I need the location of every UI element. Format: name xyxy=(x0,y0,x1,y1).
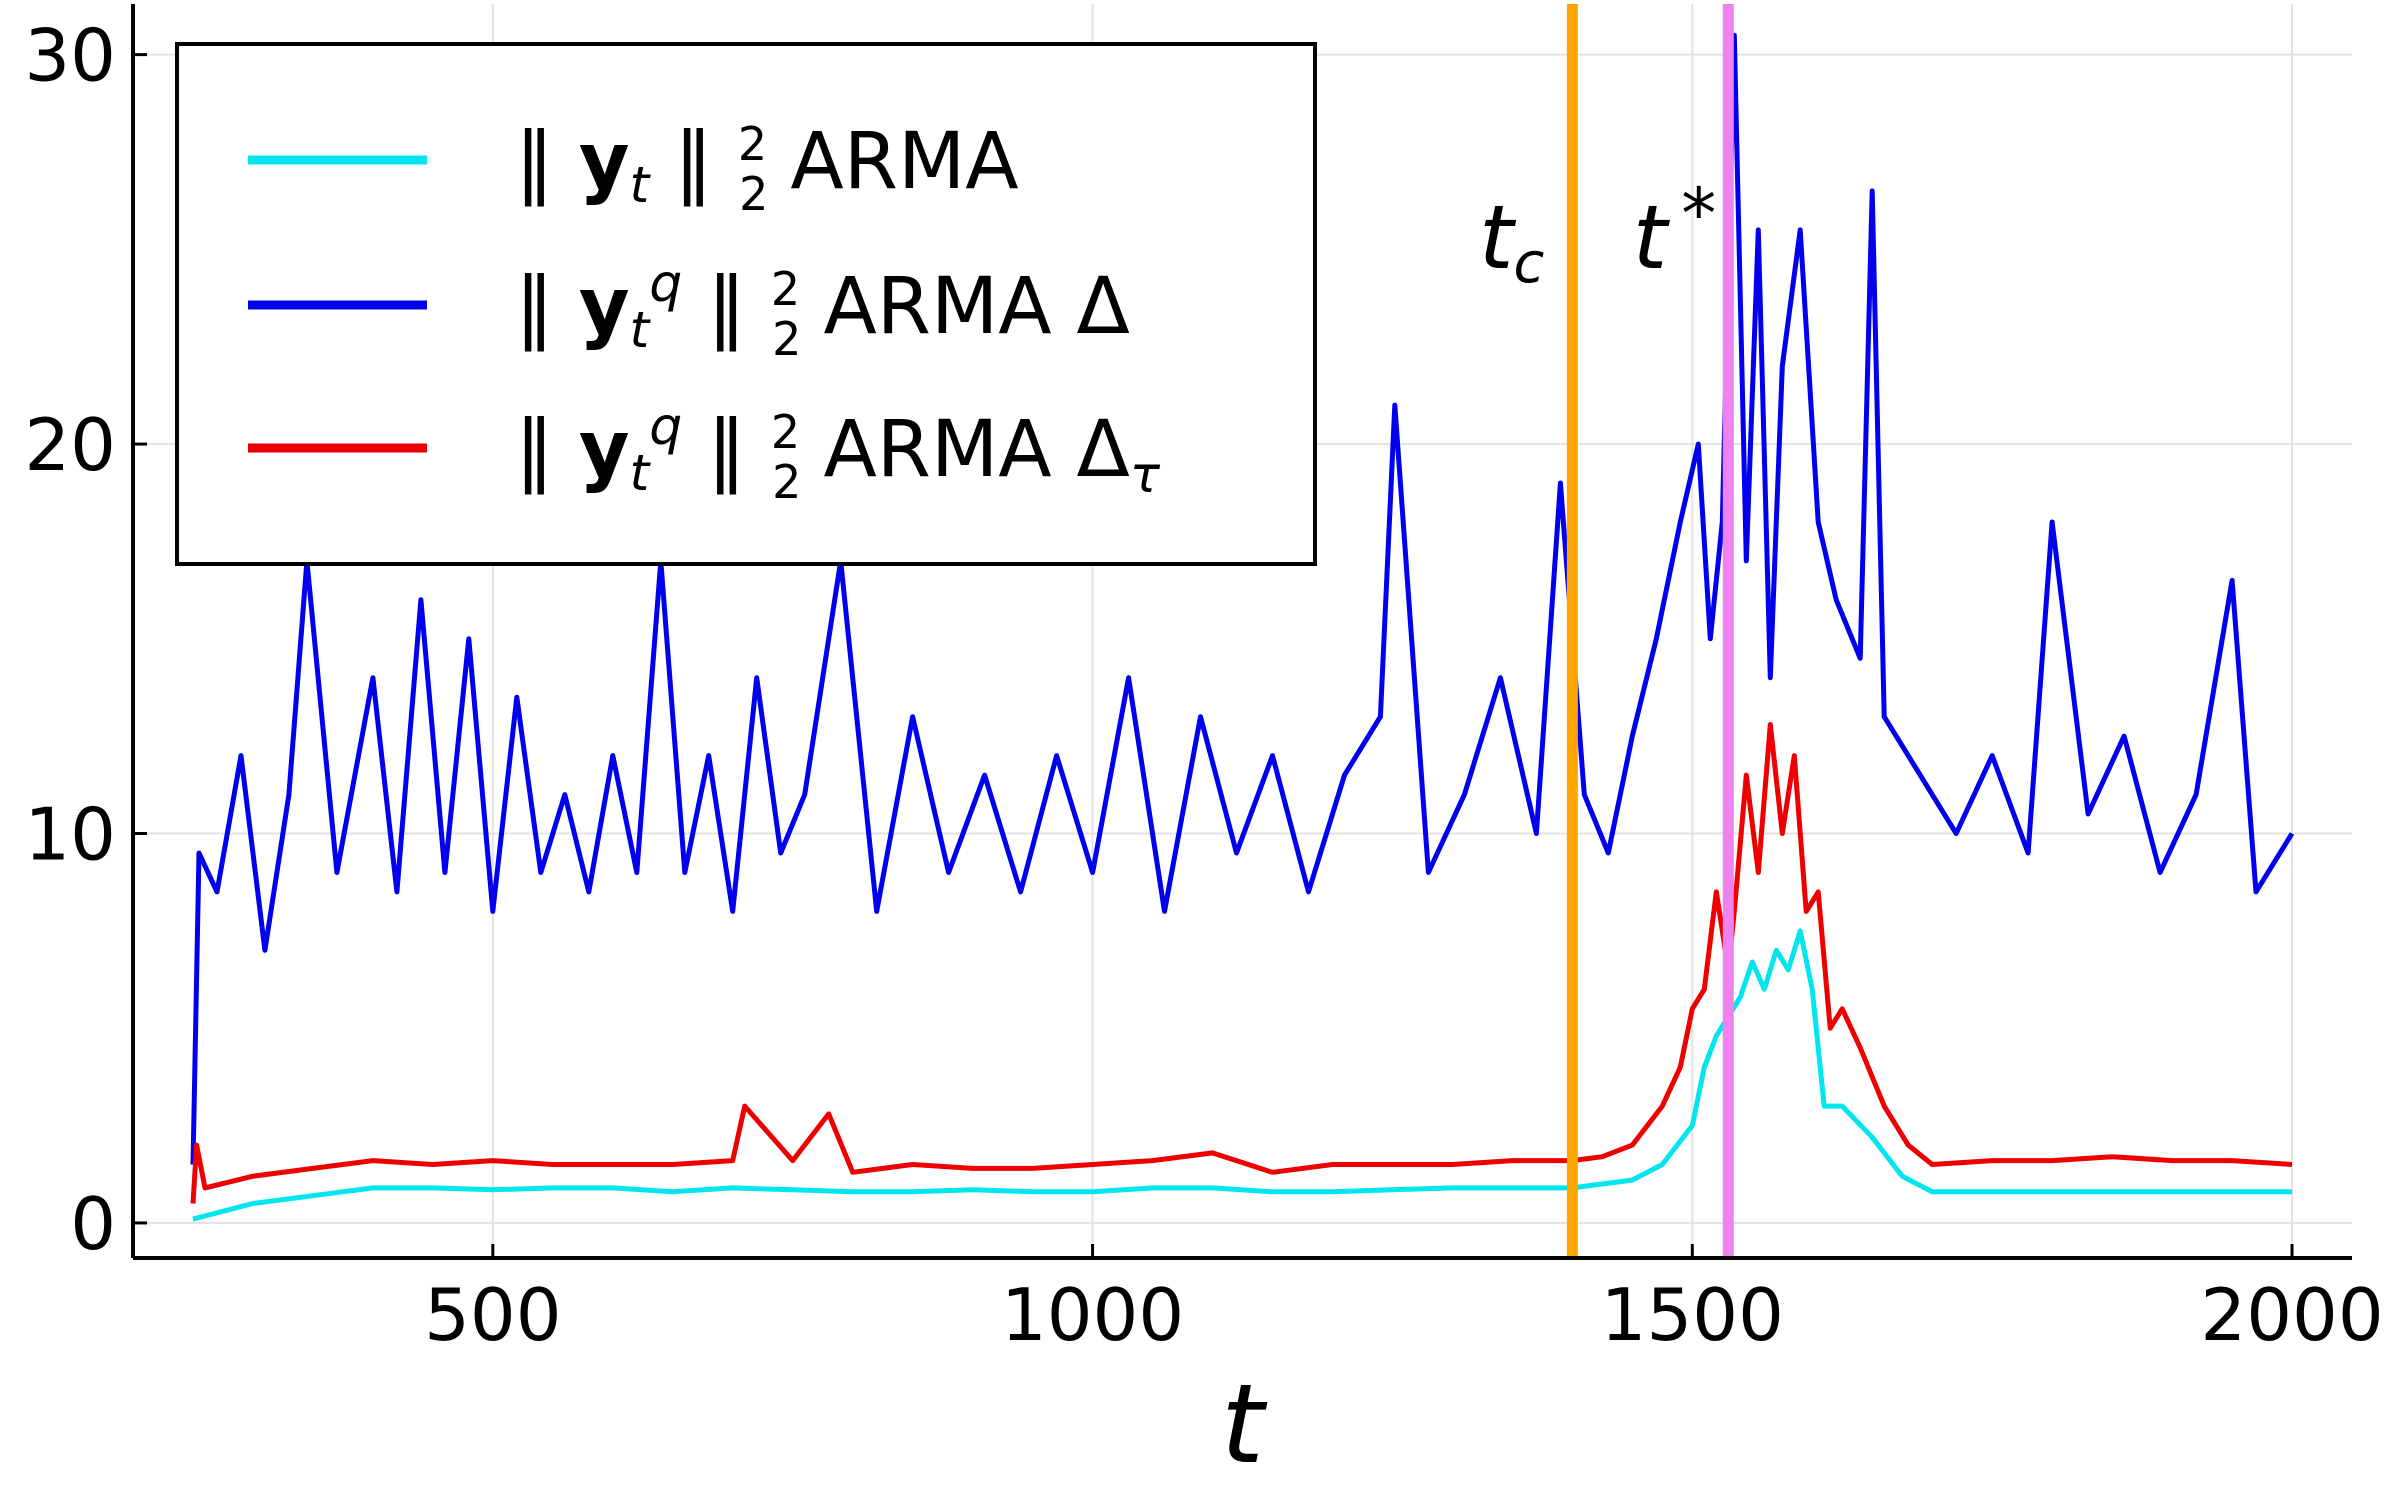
vline-label-tc: tc xyxy=(1479,186,1545,296)
legend-vector: y xyxy=(579,262,630,352)
series-line-2 xyxy=(190,722,2293,1204)
legend-sup-2: 2 xyxy=(771,262,800,316)
legend-norm-open: ‖ xyxy=(515,117,579,207)
vline-label-tstar: t * xyxy=(1633,173,1717,289)
legend-sup-q: q xyxy=(649,397,682,457)
legend-norm-close: ‖ xyxy=(649,117,738,207)
x-tick-label: 500 xyxy=(424,1273,561,1357)
legend-norm-close: ‖ xyxy=(682,262,771,352)
legend-tail: ARMA xyxy=(790,117,1018,207)
legend-sup-q: q xyxy=(649,254,682,314)
legend-sub-2: 2 xyxy=(772,312,801,366)
y-tick-label: 20 xyxy=(24,403,116,487)
legend-vector: y xyxy=(579,405,630,495)
series-line-1 xyxy=(190,32,2295,1165)
legend-sub-t: t xyxy=(630,156,652,214)
legend-sub-2: 2 xyxy=(739,167,768,221)
legend-sup-2: 2 xyxy=(738,117,767,171)
legend-sub-t: t xyxy=(630,444,652,502)
legend-tail: ARMA Δ xyxy=(823,262,1129,352)
legend-tail-sub: τ xyxy=(1130,446,1161,504)
legend-sub-2: 2 xyxy=(772,455,801,509)
legend-tail: ARMA Δ xyxy=(823,405,1129,495)
legend-vector: y xyxy=(579,117,630,207)
x-tick-label: 2000 xyxy=(2200,1273,2383,1357)
legend-sub-t: t xyxy=(630,301,652,359)
legend-entry-label: ‖ ytq ‖ 2 2 ARMA Δτ xyxy=(515,397,1161,509)
vline-label-tc-sub: c xyxy=(1514,231,1545,296)
x-axis-label: t xyxy=(1221,1360,1268,1488)
legend-norm-open: ‖ xyxy=(515,405,579,495)
legend-norm-close: ‖ xyxy=(682,405,771,495)
legend-entry-label: ‖ yt ‖ 2 2 ARMA xyxy=(515,117,1019,221)
legend-entry-label: ‖ ytq ‖ 2 2 ARMA Δ xyxy=(515,254,1130,366)
legend-sup-2: 2 xyxy=(771,405,800,459)
y-tick-label: 30 xyxy=(24,14,116,98)
legend-norm-open: ‖ xyxy=(515,262,579,352)
x-tick-label: 1500 xyxy=(1601,1273,1784,1357)
vline-label-tstar-sup: * xyxy=(1681,173,1716,255)
series-line-0 xyxy=(192,928,2292,1222)
y-tick-label: 0 xyxy=(70,1182,116,1266)
x-tick-label: 1000 xyxy=(1001,1273,1184,1357)
y-tick-label: 10 xyxy=(24,793,116,877)
